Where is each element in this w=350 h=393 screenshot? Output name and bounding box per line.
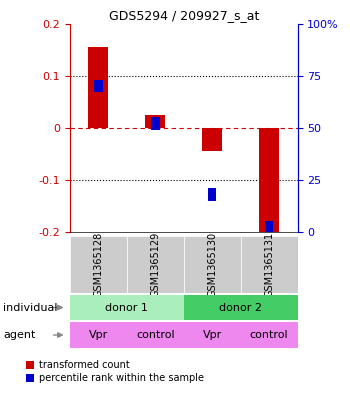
- Bar: [89, 47, 108, 128]
- Text: control: control: [136, 330, 175, 340]
- Title: GDS5294 / 209927_s_at: GDS5294 / 209927_s_at: [108, 9, 259, 22]
- Bar: [70, 236, 127, 293]
- Legend: transformed count, percentile rank within the sample: transformed count, percentile rank withi…: [22, 356, 208, 387]
- Bar: [94, 80, 103, 92]
- Bar: [241, 236, 298, 293]
- Text: Vpr: Vpr: [89, 330, 108, 340]
- Text: GSM1365131: GSM1365131: [264, 232, 274, 297]
- Bar: [184, 236, 241, 293]
- Text: GSM1365130: GSM1365130: [207, 232, 217, 297]
- Bar: [127, 322, 184, 348]
- Bar: [241, 322, 298, 348]
- Text: individual: individual: [4, 303, 58, 312]
- Bar: [202, 128, 222, 151]
- Text: control: control: [250, 330, 288, 340]
- Bar: [127, 236, 184, 293]
- Text: agent: agent: [4, 330, 36, 340]
- Bar: [70, 295, 184, 320]
- Text: GSM1365129: GSM1365129: [150, 231, 160, 297]
- Bar: [208, 188, 216, 200]
- Bar: [151, 118, 160, 130]
- Bar: [145, 115, 165, 128]
- Bar: [184, 295, 298, 320]
- Bar: [184, 322, 241, 348]
- Bar: [70, 322, 127, 348]
- Text: Vpr: Vpr: [203, 330, 222, 340]
- Text: donor 2: donor 2: [219, 303, 262, 312]
- Text: GSM1365128: GSM1365128: [93, 231, 104, 297]
- Text: donor 1: donor 1: [105, 303, 148, 312]
- Bar: [259, 128, 279, 235]
- Bar: [265, 221, 273, 234]
